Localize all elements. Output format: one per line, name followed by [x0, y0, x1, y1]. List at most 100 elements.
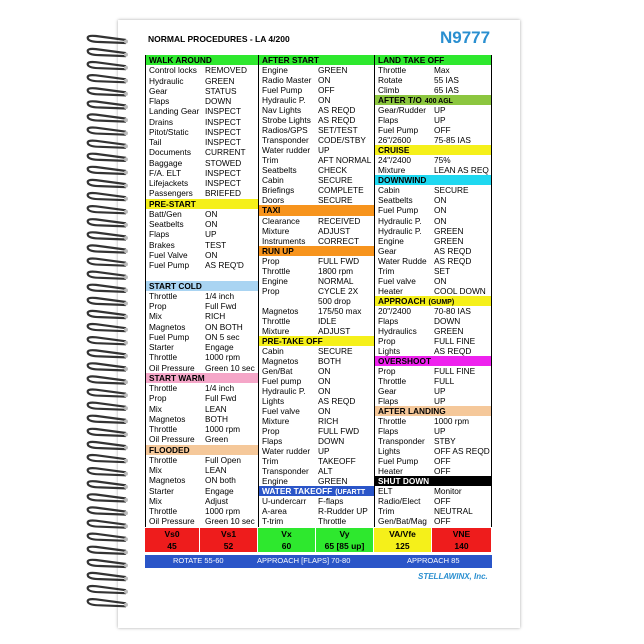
- item-label: Doors: [262, 195, 285, 206]
- item-label: Radio/Elect: [378, 496, 421, 507]
- item-value: UP: [434, 426, 446, 437]
- punch-hole: [124, 157, 128, 162]
- checklist-row: Control locks REMOVED: [146, 65, 258, 75]
- heading-text: AFTER START: [262, 55, 319, 65]
- section-heading: DOWNWIND: [375, 175, 491, 186]
- item-label: Trim: [378, 506, 395, 517]
- item-label: Prop: [262, 255, 280, 266]
- checklist-row: Trim AFT NORMAL: [259, 155, 374, 165]
- item-value: ON: [434, 205, 447, 216]
- checklist-row: 20"/2400 70-80 IAS: [375, 306, 491, 316]
- punch-hole: [124, 78, 128, 83]
- item-value: FULL FWD: [318, 255, 360, 266]
- item-value: AFT NORMAL: [318, 155, 372, 166]
- checklist-row: F/A. ELT INSPECT: [146, 168, 258, 178]
- coil: [86, 309, 127, 320]
- item-label: Control locks: [149, 65, 197, 76]
- checklist-row: Cabin SECURE: [259, 175, 374, 185]
- item-label: F/A. ELT: [149, 167, 182, 178]
- heading-text: WATER TAKEOFF: [262, 486, 333, 497]
- item-value: UP: [434, 386, 446, 397]
- item-label: Oil Pressure: [149, 362, 195, 373]
- item-label: Gen/Bat: [262, 365, 293, 376]
- item-value: 1000 rpm: [205, 506, 241, 516]
- punch-hole: [124, 406, 128, 411]
- checklist-row: Magnetos BOTH: [259, 356, 374, 366]
- coil: [86, 191, 127, 202]
- checklist-row: Cabin SECURE: [375, 185, 491, 195]
- speed-value: 52: [223, 541, 234, 551]
- checklist-row: Prop FULL FWD: [259, 256, 374, 266]
- item-label: Heater: [378, 285, 403, 296]
- item-label: Instruments: [262, 235, 306, 246]
- item-value: GREEN: [434, 325, 464, 336]
- item-label: Fuel Pump: [378, 456, 419, 467]
- punch-hole: [124, 550, 128, 555]
- item-value: Max: [434, 65, 450, 76]
- speed-value: 125: [395, 541, 410, 551]
- item-label: Engine: [262, 275, 288, 286]
- item-value: Adjust: [205, 495, 229, 506]
- checklist-row: Starter Engage: [146, 342, 258, 352]
- item-value: ADJUST: [318, 325, 351, 336]
- punch-hole: [124, 262, 128, 267]
- item-value: AS REQD: [318, 396, 356, 407]
- item-label: Prop: [149, 393, 167, 404]
- item-label: Hydraulic: [149, 75, 184, 86]
- checklist-row: Engine NORMAL: [259, 276, 374, 286]
- item-label: Strobe Lights: [262, 115, 311, 126]
- item-label: Lights: [262, 396, 285, 407]
- item-label: Documents: [149, 147, 191, 158]
- coil: [86, 532, 127, 542]
- heading-note: (GUMP): [428, 298, 455, 306]
- punch-hole: [124, 576, 128, 581]
- punch-hole: [124, 222, 128, 227]
- item-label: Seatbelts: [149, 219, 184, 229]
- punch-hole: [124, 314, 128, 319]
- punch-hole: [124, 432, 128, 437]
- item-value: FULL: [434, 376, 455, 386]
- item-label: Mix: [149, 465, 162, 475]
- item-value: CHECK: [318, 165, 348, 176]
- section-heading: OVERSHOOT: [375, 355, 491, 366]
- item-value: Throttle: [318, 516, 347, 527]
- checklist-row: Climb 65 IAS: [375, 85, 491, 95]
- item-label: Fuel Pump: [378, 205, 419, 216]
- item-value: AS REQD: [434, 255, 472, 266]
- item-value: OFF: [434, 496, 451, 507]
- item-label: Fuel Pump: [262, 85, 303, 96]
- item-label: Throttle: [378, 376, 407, 386]
- punch-hole: [124, 91, 128, 96]
- heading-text: DOWNWIND: [378, 175, 427, 186]
- section-heading: START COLD: [146, 280, 258, 291]
- item-value: OFF: [434, 516, 451, 527]
- item-value: ON: [434, 275, 447, 286]
- item-value: UP: [434, 396, 446, 407]
- checklist-row: Oil Pressure Green 10 sec: [146, 516, 258, 526]
- speed-cell: VNE 140: [432, 528, 492, 552]
- checklist-row: Fuel Pump ON: [375, 205, 491, 215]
- checklist-row: Flaps UP: [375, 426, 491, 436]
- item-label: Lights: [378, 345, 401, 356]
- punch-hole: [124, 511, 128, 516]
- coil: [86, 74, 127, 84]
- item-value: CORRECT: [318, 235, 360, 246]
- item-label: Cabin: [262, 175, 284, 186]
- item-label: Throttle: [149, 454, 178, 465]
- checklist-column: AFTER START Engine GREEN Radio Master ON Fuel…: [258, 55, 375, 527]
- item-value: BRIEFED: [205, 188, 241, 199]
- speed-value: 140: [454, 541, 469, 551]
- checklist-row: Mixture LEAN AS REQ: [375, 165, 491, 175]
- section-heading: AFTER START: [259, 55, 374, 66]
- punch-hole: [124, 327, 128, 332]
- item-label: Landing Gear: [149, 106, 200, 117]
- item-value: AS REQD: [318, 105, 356, 116]
- checklist-row: Trim TAKEOFF: [259, 456, 374, 466]
- punch-hole: [124, 65, 128, 70]
- punch-hole: [124, 105, 128, 109]
- item-label: Prop: [262, 426, 280, 437]
- item-value: CYCLE 2X: [318, 285, 359, 296]
- checklist-row: Fuel Pump OFF: [259, 85, 374, 95]
- checklist-row: Mixture ADJUST: [259, 326, 374, 336]
- checklist-row: Tail INSPECT: [146, 137, 258, 147]
